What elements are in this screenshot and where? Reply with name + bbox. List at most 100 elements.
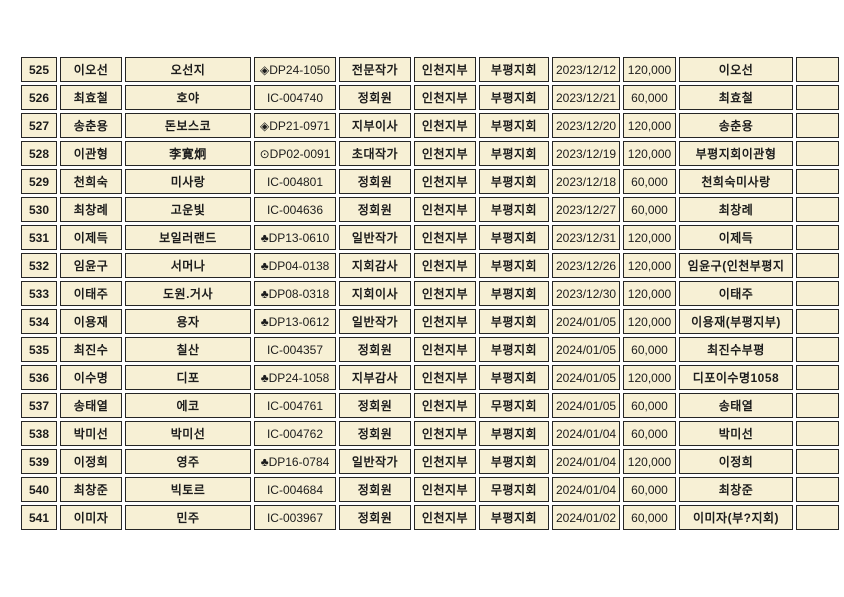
cell-member-code: IC-004684: [254, 477, 336, 502]
cell-row-number: 534: [21, 309, 57, 334]
cell-row-number: 541: [21, 505, 57, 530]
cell-row-number: 538: [21, 421, 57, 446]
cell-depositor: 최진수부평: [679, 337, 793, 362]
cell-nickname: 서머나: [125, 253, 251, 278]
table-row: 531 이제득 보일러랜드 ♣DP13-0610 일반작가 인천지부 부평지회 …: [21, 225, 839, 250]
cell-member-name: 최효철: [60, 85, 122, 110]
table-row: 540 최창준 빅토르 IC-004684 정회원 인천지부 무평지회 2024…: [21, 477, 839, 502]
cell-member-grade: 정회원: [339, 477, 411, 502]
cell-member-code: IC-004740: [254, 85, 336, 110]
cell-amount: 60,000: [623, 393, 676, 418]
cell-amount: 60,000: [623, 169, 676, 194]
cell-branch: 인천지부: [414, 337, 476, 362]
cell-member-code: IC-004357: [254, 337, 336, 362]
cell-member-name: 이오선: [60, 57, 122, 82]
table-row: 534 이용재 용자 ♣DP13-0612 일반작가 인천지부 부평지회 202…: [21, 309, 839, 334]
cell-depositor: 최창준: [679, 477, 793, 502]
cell-depositor: 송태열: [679, 393, 793, 418]
cell-member-grade: 정회원: [339, 169, 411, 194]
cell-payment-date: 2023/12/31: [552, 225, 620, 250]
cell-member-code: IC-004636: [254, 197, 336, 222]
cell-branch: 인천지부: [414, 57, 476, 82]
cell-member-grade: 정회원: [339, 421, 411, 446]
cell-amount: 120,000: [623, 57, 676, 82]
table-row: 532 임윤구 서머나 ♣DP04-0138 지회감사 인천지부 부평지회 20…: [21, 253, 839, 278]
cell-depositor: 이정희: [679, 449, 793, 474]
cell-branch: 인천지부: [414, 477, 476, 502]
table-row: 526 최효철 호야 IC-004740 정회원 인천지부 부평지회 2023/…: [21, 85, 839, 110]
cell-member-name: 송태열: [60, 393, 122, 418]
cell-note-empty: [796, 57, 839, 82]
cell-payment-date: 2023/12/20: [552, 113, 620, 138]
table-row: 530 최창례 고운빛 IC-004636 정회원 인천지부 부평지회 2023…: [21, 197, 839, 222]
cell-nickname: 영주: [125, 449, 251, 474]
cell-member-name: 임윤구: [60, 253, 122, 278]
cell-member-grade: 정회원: [339, 85, 411, 110]
cell-amount: 120,000: [623, 365, 676, 390]
cell-note-empty: [796, 421, 839, 446]
table-row: 539 이정희 영주 ♣DP16-0784 일반작가 인천지부 부평지회 202…: [21, 449, 839, 474]
table-row: 533 이태주 도원.거사 ♣DP08-0318 지회이사 인천지부 부평지회 …: [21, 281, 839, 306]
cell-depositor: 임윤구(인천부평지: [679, 253, 793, 278]
cell-payment-date: 2024/01/02: [552, 505, 620, 530]
cell-chapter: 부평지회: [479, 421, 549, 446]
cell-member-grade: 일반작가: [339, 309, 411, 334]
cell-chapter: 부평지회: [479, 337, 549, 362]
cell-member-name: 이용재: [60, 309, 122, 334]
cell-depositor: 이오선: [679, 57, 793, 82]
cell-depositor: 박미선: [679, 421, 793, 446]
cell-member-grade: 지부감사: [339, 365, 411, 390]
cell-branch: 인천지부: [414, 281, 476, 306]
cell-nickname: 박미선: [125, 421, 251, 446]
cell-note-empty: [796, 169, 839, 194]
cell-member-code: ♣DP04-0138: [254, 253, 336, 278]
table-row: 536 이수명 디포 ♣DP24-1058 지부감사 인천지부 부평지회 202…: [21, 365, 839, 390]
cell-chapter: 부평지회: [479, 141, 549, 166]
cell-member-code: IC-004762: [254, 421, 336, 446]
cell-member-grade: 초대작가: [339, 141, 411, 166]
cell-payment-date: 2024/01/04: [552, 449, 620, 474]
cell-nickname: 미사랑: [125, 169, 251, 194]
cell-nickname: 오선지: [125, 57, 251, 82]
cell-nickname: 보일러랜드: [125, 225, 251, 250]
cell-depositor: 천희숙미사랑: [679, 169, 793, 194]
cell-branch: 인천지부: [414, 85, 476, 110]
table-row: 541 이미자 민주 IC-003967 정회원 인천지부 부평지회 2024/…: [21, 505, 839, 530]
cell-depositor: 이제득: [679, 225, 793, 250]
cell-payment-date: 2024/01/05: [552, 309, 620, 334]
table-row: 535 최진수 칠산 IC-004357 정회원 인천지부 부평지회 2024/…: [21, 337, 839, 362]
cell-nickname: 호야: [125, 85, 251, 110]
cell-amount: 60,000: [623, 85, 676, 110]
cell-member-grade: 일반작가: [339, 225, 411, 250]
cell-row-number: 539: [21, 449, 57, 474]
cell-member-code: ♣DP13-0612: [254, 309, 336, 334]
cell-nickname: 李寛炯: [125, 141, 251, 166]
cell-member-name: 이태주: [60, 281, 122, 306]
cell-note-empty: [796, 309, 839, 334]
cell-depositor: 최창례: [679, 197, 793, 222]
cell-payment-date: 2023/12/26: [552, 253, 620, 278]
cell-member-grade: 정회원: [339, 393, 411, 418]
cell-member-grade: 일반작가: [339, 449, 411, 474]
cell-payment-date: 2024/01/05: [552, 365, 620, 390]
cell-amount: 60,000: [623, 197, 676, 222]
cell-row-number: 531: [21, 225, 57, 250]
cell-nickname: 민주: [125, 505, 251, 530]
cell-chapter: 부평지회: [479, 85, 549, 110]
cell-depositor: 이용재(부평지부): [679, 309, 793, 334]
cell-member-code: IC-004801: [254, 169, 336, 194]
cell-branch: 인천지부: [414, 309, 476, 334]
cell-payment-date: 2023/12/30: [552, 281, 620, 306]
cell-branch: 인천지부: [414, 253, 476, 278]
cell-row-number: 532: [21, 253, 57, 278]
cell-amount: 120,000: [623, 309, 676, 334]
member-dues-sheet: 525 이오선 오선지 ◈DP24-1050 전문작가 인천지부 부평지회 20…: [18, 54, 842, 533]
cell-chapter: 부평지회: [479, 197, 549, 222]
cell-note-empty: [796, 197, 839, 222]
cell-member-name: 최창례: [60, 197, 122, 222]
cell-row-number: 537: [21, 393, 57, 418]
cell-amount: 120,000: [623, 225, 676, 250]
cell-nickname: 도원.거사: [125, 281, 251, 306]
table-row: 538 박미선 박미선 IC-004762 정회원 인천지부 부평지회 2024…: [21, 421, 839, 446]
cell-note-empty: [796, 477, 839, 502]
